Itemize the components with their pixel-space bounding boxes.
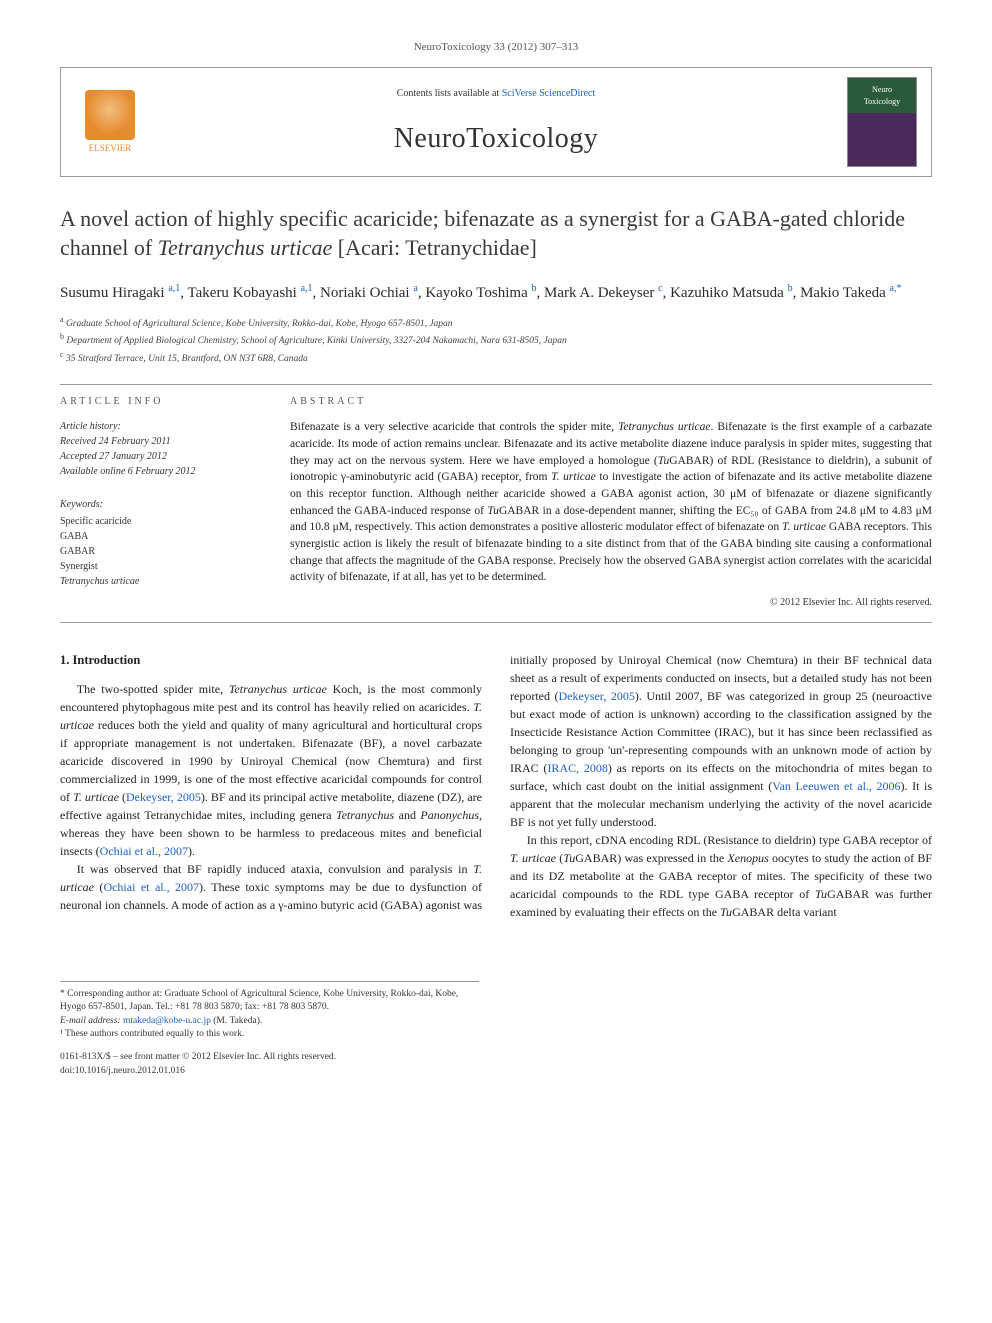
- body-text: 1. Introduction The two-spotted spider m…: [60, 651, 932, 921]
- keywords-block: Keywords: Specific acaricideGABAGABARSyn…: [60, 497, 260, 589]
- divider-bottom: [60, 622, 932, 623]
- body-paragraph-1: The two-spotted spider mite, Tetranychus…: [60, 680, 482, 860]
- keywords-header: Keywords:: [60, 497, 260, 512]
- author-list: Susumu Hiragaki a,1, Takeru Kobayashi a,…: [60, 281, 932, 305]
- journal-cover-thumbnail: Neuro Toxicology: [847, 77, 917, 167]
- equal-contribution-note: ¹ These authors contributed equally to t…: [60, 1028, 479, 1041]
- front-matter-line: 0161-813X/$ – see front matter © 2012 El…: [60, 1051, 479, 1064]
- affiliation-line: a Graduate School of Agricultural Scienc…: [60, 314, 932, 331]
- body-paragraph-3: In this report, cDNA encoding RDL (Resis…: [510, 831, 932, 921]
- keyword-item: Specific acaricide: [60, 514, 260, 529]
- article-info-label: ARTICLE INFO: [60, 395, 260, 409]
- article-title: A novel action of highly specific acaric…: [60, 205, 932, 262]
- abstract-column: ABSTRACT Bifenazate is a very selective …: [290, 395, 932, 610]
- doi-line: doi:10.1016/j.neuro.2012.01.016: [60, 1065, 479, 1078]
- doi-block: 0161-813X/$ – see front matter © 2012 El…: [60, 1051, 479, 1078]
- affiliation-line: b Department of Applied Biological Chemi…: [60, 331, 932, 348]
- elsevier-tree-icon: [85, 90, 135, 140]
- title-post: [Acari: Tetranychidae]: [332, 235, 537, 260]
- affiliations: a Graduate School of Agricultural Scienc…: [60, 314, 932, 366]
- divider-top: [60, 384, 932, 385]
- publisher-name: ELSEVIER: [89, 142, 132, 155]
- contents-available-line: Contents lists available at SciVerse Sci…: [145, 87, 847, 101]
- journal-header: ELSEVIER Contents lists available at Sci…: [60, 67, 932, 177]
- footnotes: * Corresponding author at: Graduate Scho…: [60, 981, 479, 1041]
- article-info-column: ARTICLE INFO Article history: Received 2…: [60, 395, 260, 610]
- title-species: Tetranychus urticae: [158, 235, 333, 260]
- affiliation-line: c 35 Stratford Terrace, Unit 15, Brantfo…: [60, 349, 932, 366]
- keyword-item: Synergist: [60, 559, 260, 574]
- abstract-label: ABSTRACT: [290, 395, 932, 409]
- history-received: Received 24 February 2011: [60, 434, 260, 449]
- email-label: E-mail address:: [60, 1016, 121, 1026]
- corresponding-email-link[interactable]: mtakeda@kobe-u.ac.jp: [123, 1016, 211, 1026]
- history-accepted: Accepted 27 January 2012: [60, 449, 260, 464]
- section-heading-introduction: 1. Introduction: [60, 651, 482, 670]
- history-header: Article history:: [60, 419, 260, 434]
- cover-title-bottom: Toxicology: [864, 96, 900, 107]
- corresponding-author-note: * Corresponding author at: Graduate Scho…: [60, 988, 479, 1015]
- email-author-suffix: (M. Takeda).: [211, 1016, 262, 1026]
- keyword-item: GABA: [60, 529, 260, 544]
- article-history: Article history: Received 24 February 20…: [60, 419, 260, 479]
- journal-name: NeuroToxicology: [145, 119, 847, 158]
- history-online: Available online 6 February 2012: [60, 464, 260, 479]
- contents-prefix: Contents lists available at: [397, 88, 502, 99]
- sciencedirect-link[interactable]: SciVerse ScienceDirect: [502, 88, 596, 99]
- journal-reference: NeuroToxicology 33 (2012) 307–313: [60, 40, 932, 55]
- keyword-species: Tetranychus urticae: [60, 576, 139, 587]
- abstract-copyright: © 2012 Elsevier Inc. All rights reserved…: [290, 596, 932, 610]
- keyword-item: GABAR: [60, 544, 260, 559]
- cover-title-top: Neuro: [872, 84, 892, 95]
- elsevier-logo: ELSEVIER: [75, 82, 145, 162]
- abstract-text: Bifenazate is a very selective acaricide…: [290, 419, 932, 586]
